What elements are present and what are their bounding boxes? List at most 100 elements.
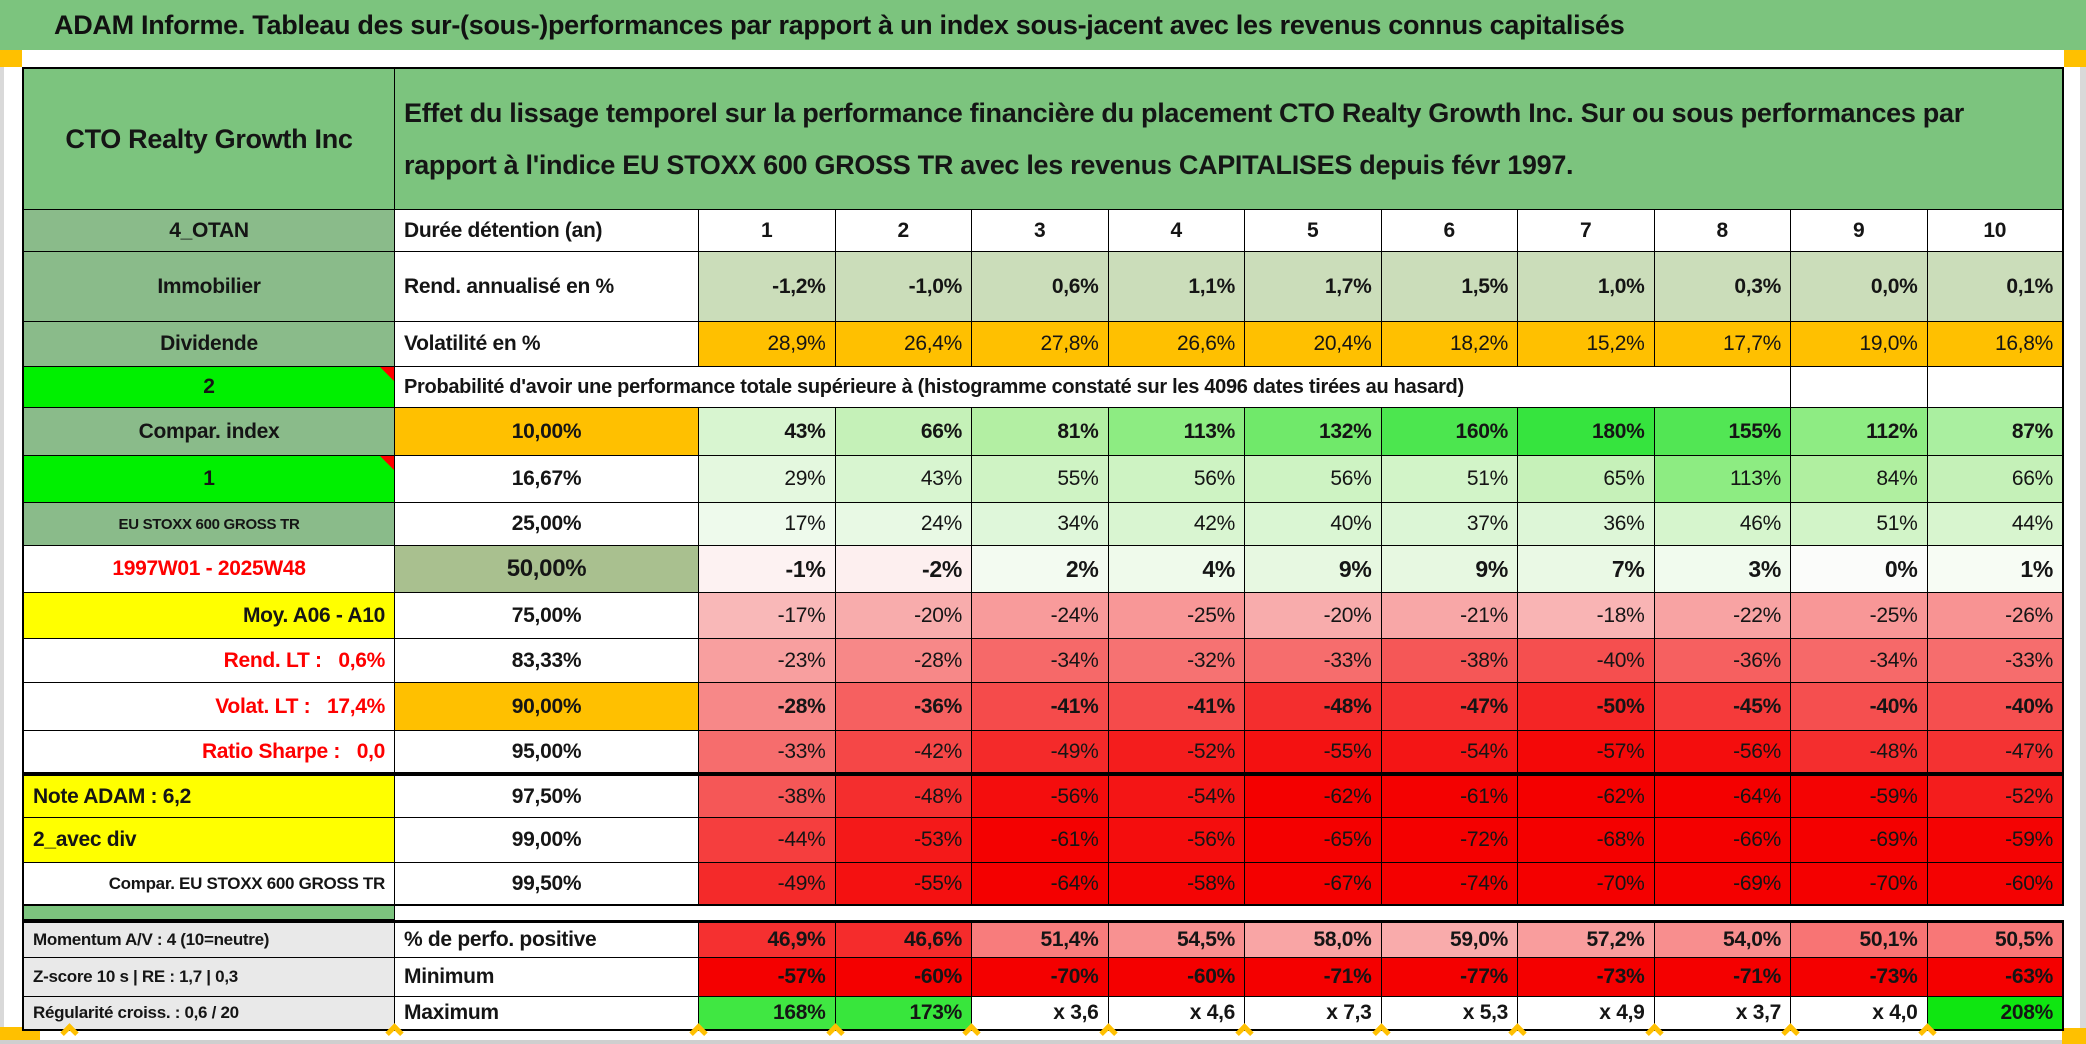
- data-cell[interactable]: 50,5%: [1927, 920, 2064, 958]
- data-cell[interactable]: -28%: [835, 639, 972, 683]
- row-label[interactable]: Dividende: [22, 322, 395, 367]
- data-cell[interactable]: 2: [835, 210, 972, 252]
- data-cell[interactable]: -55%: [1245, 731, 1382, 773]
- data-cell[interactable]: 1%: [1927, 546, 2064, 593]
- data-cell[interactable]: -60%: [835, 958, 972, 997]
- data-cell[interactable]: -34%: [972, 639, 1109, 683]
- metric-label[interactable]: 97,50%: [395, 773, 699, 818]
- data-cell[interactable]: 18,2%: [1381, 322, 1518, 367]
- data-cell[interactable]: -47%: [1927, 731, 2064, 773]
- data-cell[interactable]: [1927, 367, 2064, 408]
- row-label[interactable]: Régularité croiss. : 0,6 / 20: [22, 997, 395, 1031]
- data-cell[interactable]: -1%: [699, 546, 836, 593]
- data-cell[interactable]: 16,8%: [1927, 322, 2064, 367]
- data-cell[interactable]: 17,7%: [1654, 322, 1791, 367]
- data-cell[interactable]: 160%: [1381, 408, 1518, 456]
- data-cell[interactable]: 5: [1245, 210, 1382, 252]
- row-label[interactable]: Volat. LT : 17,4%: [22, 683, 395, 731]
- data-cell[interactable]: -69%: [1654, 863, 1791, 906]
- data-cell[interactable]: -56%: [972, 773, 1109, 818]
- row-label[interactable]: 2_avec div: [22, 818, 395, 863]
- data-cell[interactable]: -74%: [1381, 863, 1518, 906]
- data-cell[interactable]: 66%: [1927, 456, 2064, 503]
- data-cell[interactable]: -67%: [1245, 863, 1382, 906]
- data-cell[interactable]: 4: [1108, 210, 1245, 252]
- data-cell[interactable]: -54%: [1381, 731, 1518, 773]
- data-cell[interactable]: -41%: [972, 683, 1109, 731]
- data-cell[interactable]: 208%: [1927, 997, 2064, 1031]
- data-cell[interactable]: -40%: [1927, 683, 2064, 731]
- data-cell[interactable]: 57,2%: [1518, 920, 1655, 958]
- data-cell[interactable]: -2%: [835, 546, 972, 593]
- data-cell[interactable]: 112%: [1791, 408, 1928, 456]
- metric-label[interactable]: 16,67%: [395, 456, 699, 503]
- data-cell[interactable]: 51,4%: [972, 920, 1109, 958]
- data-cell[interactable]: -38%: [699, 773, 836, 818]
- data-cell[interactable]: 56%: [1108, 456, 1245, 503]
- data-cell[interactable]: -32%: [1108, 639, 1245, 683]
- metric-label[interactable]: Rend. annualisé en %: [395, 252, 699, 322]
- data-cell[interactable]: -60%: [1927, 863, 2064, 906]
- row-label[interactable]: Momentum A/V : 4 (10=neutre): [22, 920, 395, 958]
- data-cell[interactable]: 1,5%: [1381, 252, 1518, 322]
- data-cell[interactable]: 7%: [1518, 546, 1655, 593]
- data-cell[interactable]: 113%: [1654, 456, 1791, 503]
- data-cell[interactable]: -50%: [1518, 683, 1655, 731]
- data-cell[interactable]: 0,6%: [972, 252, 1109, 322]
- data-cell[interactable]: 132%: [1245, 408, 1382, 456]
- data-cell[interactable]: 46%: [1654, 503, 1791, 546]
- data-cell[interactable]: -44%: [699, 818, 836, 863]
- data-cell[interactable]: -57%: [699, 958, 836, 997]
- data-cell[interactable]: -33%: [1927, 639, 2064, 683]
- data-cell[interactable]: 0,3%: [1654, 252, 1791, 322]
- data-cell[interactable]: -33%: [699, 731, 836, 773]
- data-cell[interactable]: -34%: [1791, 639, 1928, 683]
- data-cell[interactable]: 7: [1518, 210, 1655, 252]
- data-cell[interactable]: 0%: [1791, 546, 1928, 593]
- data-cell[interactable]: x 4,6: [1108, 997, 1245, 1031]
- data-cell[interactable]: -59%: [1927, 818, 2064, 863]
- data-cell[interactable]: -17%: [699, 593, 836, 639]
- metric-label[interactable]: 25,00%: [395, 503, 699, 546]
- data-cell[interactable]: -56%: [1108, 818, 1245, 863]
- data-cell[interactable]: -73%: [1791, 958, 1928, 997]
- row-label[interactable]: Compar. index: [22, 408, 395, 456]
- data-cell[interactable]: -18%: [1518, 593, 1655, 639]
- data-cell[interactable]: -49%: [699, 863, 836, 906]
- data-cell[interactable]: 29%: [699, 456, 836, 503]
- data-cell[interactable]: -28%: [699, 683, 836, 731]
- data-cell[interactable]: x 3,6: [972, 997, 1109, 1031]
- data-cell[interactable]: 1,0%: [1518, 252, 1655, 322]
- data-cell[interactable]: x 3,7: [1654, 997, 1791, 1031]
- data-cell[interactable]: -25%: [1791, 593, 1928, 639]
- data-cell[interactable]: -48%: [835, 773, 972, 818]
- data-cell[interactable]: -25%: [1108, 593, 1245, 639]
- metric-label[interactable]: Minimum: [395, 958, 699, 997]
- data-cell[interactable]: -61%: [1381, 773, 1518, 818]
- metric-label[interactable]: Volatilité en %: [395, 322, 699, 367]
- data-cell[interactable]: 3: [972, 210, 1109, 252]
- data-cell[interactable]: 0,0%: [1791, 252, 1928, 322]
- data-cell[interactable]: 17%: [699, 503, 836, 546]
- data-cell[interactable]: 3%: [1654, 546, 1791, 593]
- data-cell[interactable]: 155%: [1654, 408, 1791, 456]
- data-cell[interactable]: 15,2%: [1518, 322, 1655, 367]
- data-cell[interactable]: 34%: [972, 503, 1109, 546]
- row-label[interactable]: 4_OTAN: [22, 210, 395, 252]
- data-cell[interactable]: -36%: [835, 683, 972, 731]
- data-cell[interactable]: -56%: [1654, 731, 1791, 773]
- metric-label[interactable]: 95,00%: [395, 731, 699, 773]
- data-cell[interactable]: 9: [1791, 210, 1928, 252]
- data-cell[interactable]: 26,6%: [1108, 322, 1245, 367]
- data-cell[interactable]: x 7,3: [1245, 997, 1382, 1031]
- data-cell[interactable]: -1,0%: [835, 252, 972, 322]
- data-cell[interactable]: x 4,0: [1791, 997, 1928, 1031]
- data-cell[interactable]: -62%: [1518, 773, 1655, 818]
- row-label[interactable]: Compar. EU STOXX 600 GROSS TR: [22, 863, 395, 906]
- data-cell[interactable]: -62%: [1245, 773, 1382, 818]
- metric-label[interactable]: 99,00%: [395, 818, 699, 863]
- data-cell[interactable]: 55%: [972, 456, 1109, 503]
- metric-label[interactable]: 10,00%: [395, 408, 699, 456]
- data-cell[interactable]: -38%: [1381, 639, 1518, 683]
- data-cell[interactable]: 50,1%: [1791, 920, 1928, 958]
